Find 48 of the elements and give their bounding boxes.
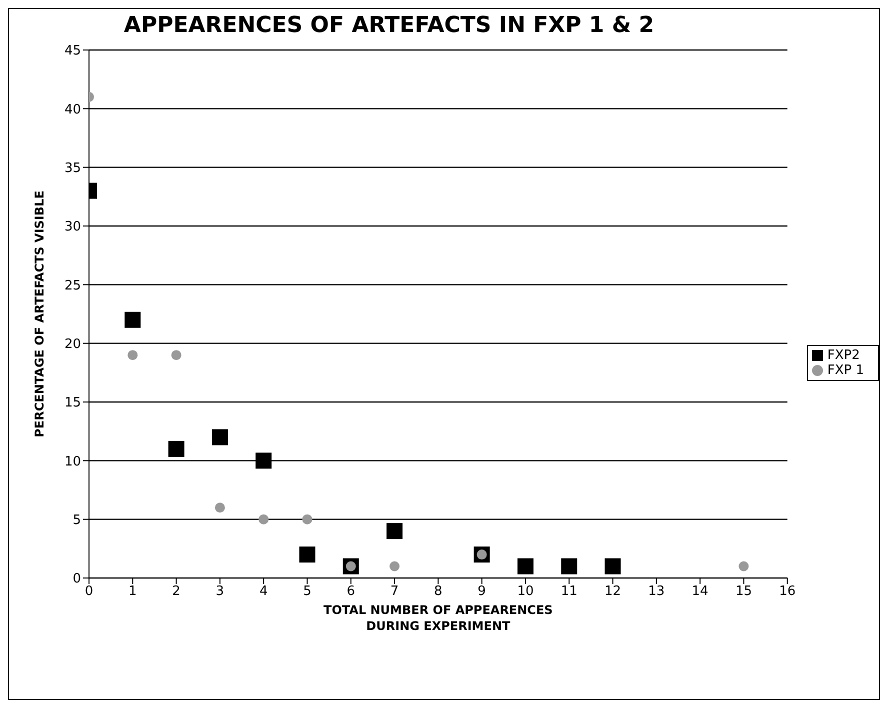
x-tick-label: 9: [478, 584, 486, 600]
point: [214, 502, 225, 513]
point: [386, 523, 403, 540]
x-tick-label: 8: [434, 584, 442, 600]
y-tick-label: 45: [64, 44, 81, 59]
y-tick-label: 0: [72, 572, 81, 587]
point: [302, 514, 312, 524]
point: [128, 350, 138, 360]
y-tick-label: 30: [64, 220, 81, 235]
x-tick-label: 0: [84, 584, 94, 600]
x-tick-label: 4: [259, 584, 268, 600]
point: [171, 350, 182, 360]
x-tick-label: 11: [560, 584, 578, 600]
point: [561, 558, 578, 574]
point: [517, 558, 534, 574]
x-tick-label: 14: [692, 584, 708, 600]
x-tick-label: 13: [648, 584, 665, 600]
y-tick-label: 35: [64, 160, 81, 176]
point: [604, 558, 621, 574]
y-tick-label: 10: [64, 454, 81, 470]
x-tick-label: 1: [128, 584, 137, 600]
y-tick-label: 5: [72, 512, 81, 528]
y-tick-label: 25: [64, 278, 81, 294]
x-tick-label: 5: [303, 584, 312, 600]
legend-label: FXP2: [827, 348, 860, 363]
x-tick-label: 10: [517, 584, 534, 600]
point: [390, 561, 400, 572]
x-axis-title: TOTAL NUMBER OF APPEARENCES DURING EXPERIMENT: [324, 603, 553, 633]
y-tick-label: 40: [64, 102, 81, 118]
x-tick-label: 2: [172, 584, 180, 600]
legend-label: FXP 1: [827, 363, 864, 378]
x-tick-label: 3: [216, 584, 224, 600]
point: [256, 452, 272, 469]
point: [124, 312, 141, 328]
y-axis-title: PERCENTAGE OF ARTEFACTS VISIBLE: [32, 190, 46, 438]
x-tick-label: 6: [346, 584, 356, 600]
point: [299, 546, 316, 563]
point: [258, 514, 269, 524]
y-tick-label: 20: [64, 336, 81, 352]
point: [212, 429, 228, 446]
x-tick-label: 16: [779, 584, 796, 600]
point: [168, 440, 184, 457]
x-tick-label: 12: [604, 584, 622, 600]
x-tick-label: 7: [390, 584, 399, 600]
point: [738, 561, 749, 572]
x-tick-label: 15: [735, 584, 752, 600]
y-tick-label: 15: [64, 396, 81, 411]
chart-title: APPEARENCES OF ARTEFACTS IN FXP 1 & 2: [122, 13, 656, 38]
